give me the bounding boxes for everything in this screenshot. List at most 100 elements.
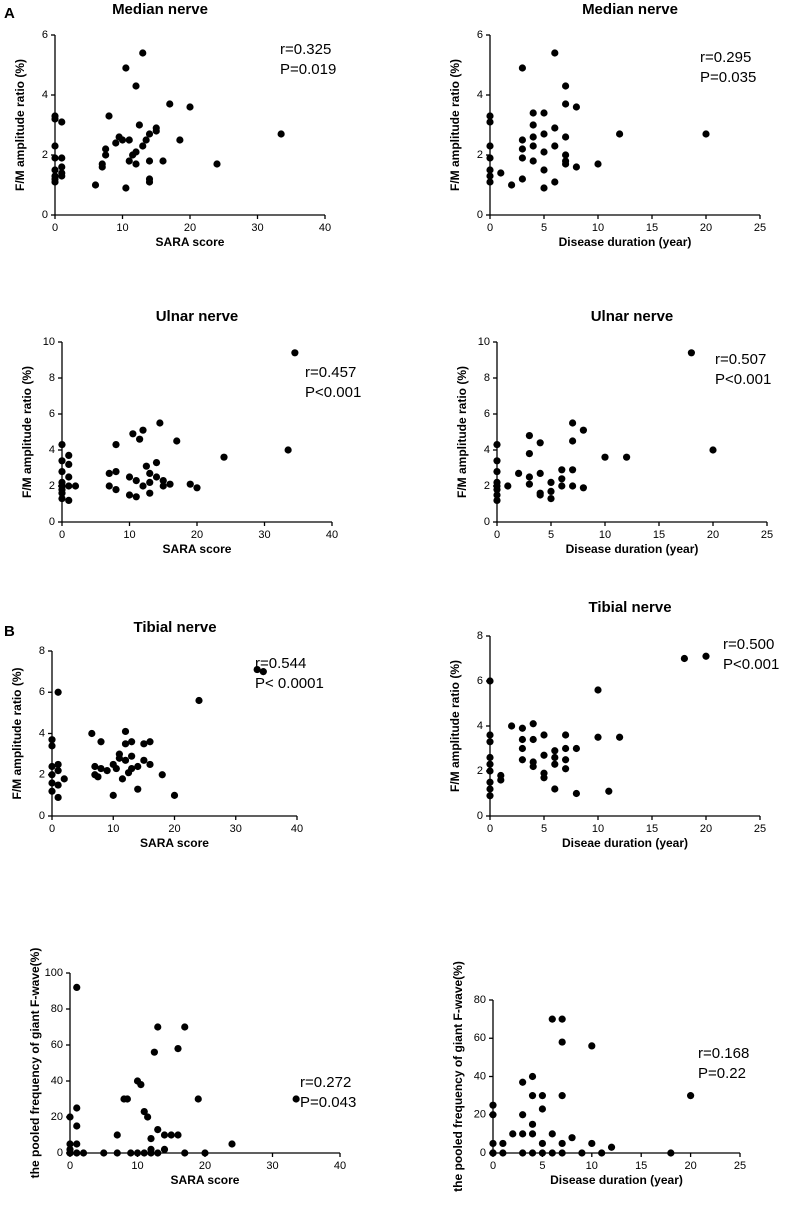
x-tick-label: 10 <box>586 1160 598 1172</box>
point <box>558 1092 566 1100</box>
point <box>181 1149 189 1157</box>
point <box>133 1149 142 1157</box>
point <box>572 163 581 171</box>
point <box>125 491 134 499</box>
point <box>568 1134 576 1142</box>
point <box>51 115 59 123</box>
point <box>167 1131 175 1139</box>
point <box>128 764 136 773</box>
point <box>65 460 73 468</box>
point <box>540 148 548 156</box>
point <box>58 172 66 180</box>
y-tick-label: 80 <box>51 1003 63 1015</box>
x-tick-label: 10 <box>131 1160 143 1172</box>
y-axis-label: the pooled frequency of giant F-wave(%) <box>28 948 42 1179</box>
y-tick-label: 20 <box>51 1111 63 1123</box>
point <box>176 136 184 144</box>
point <box>170 791 179 799</box>
x-tick-label: 10 <box>592 222 604 234</box>
point <box>569 419 577 427</box>
point <box>145 130 154 138</box>
point <box>73 1104 81 1112</box>
point <box>536 469 544 477</box>
point <box>529 109 537 117</box>
point <box>529 762 537 771</box>
point <box>497 776 505 784</box>
point <box>97 764 105 773</box>
point <box>486 112 494 120</box>
x-axis-label: SARA score <box>171 1173 240 1187</box>
point <box>486 118 494 126</box>
x-tick-label: 20 <box>199 1160 211 1172</box>
x-tick-label: 10 <box>592 823 604 835</box>
point <box>562 756 570 764</box>
point <box>51 166 59 174</box>
y-axis-label: F/M amplitude ratio (%) <box>448 660 462 792</box>
x-tick-label: 25 <box>754 823 766 835</box>
point <box>112 139 120 147</box>
y-tick-label: 0 <box>484 516 490 528</box>
point <box>540 166 548 174</box>
point <box>73 983 81 992</box>
point <box>291 349 299 357</box>
point <box>508 181 516 189</box>
point <box>518 154 527 162</box>
point <box>515 469 523 477</box>
point <box>486 166 494 174</box>
point <box>66 1140 74 1148</box>
y-tick-label: 80 <box>474 994 486 1006</box>
x-tick-label: 10 <box>116 222 128 234</box>
point <box>509 1130 517 1138</box>
point <box>54 688 62 696</box>
point <box>536 439 544 447</box>
point <box>140 740 148 748</box>
point <box>51 154 59 162</box>
point <box>486 785 494 793</box>
point <box>194 1095 202 1103</box>
point <box>154 1149 162 1157</box>
annotation: P=0.22 <box>698 1065 746 1082</box>
y-tick-label: 0 <box>57 1147 63 1159</box>
point <box>60 775 68 783</box>
point <box>529 121 537 129</box>
point <box>489 1111 497 1119</box>
y-tick-label: 100 <box>45 967 63 979</box>
point <box>538 1105 547 1113</box>
point <box>547 478 555 486</box>
y-tick-label: 6 <box>477 675 483 687</box>
annotation: P=0.035 <box>700 69 756 86</box>
point <box>519 1078 527 1086</box>
point <box>702 652 710 660</box>
point <box>48 779 56 787</box>
point <box>58 441 66 449</box>
point <box>499 1149 507 1157</box>
y-tick-label: 20 <box>474 1109 486 1121</box>
y-tick-label: 4 <box>477 720 483 732</box>
y-axis-label: F/M amplitude ratio (%) <box>455 366 469 498</box>
point <box>519 1111 527 1119</box>
point <box>558 466 566 474</box>
point <box>54 781 62 789</box>
x-tick-label: 5 <box>541 222 547 234</box>
point <box>159 482 167 490</box>
point <box>551 760 559 768</box>
point <box>687 349 696 357</box>
annotation: r=0.544 <box>255 655 306 672</box>
point <box>51 178 59 186</box>
point <box>547 495 555 503</box>
point <box>253 665 261 674</box>
x-tick-label: 40 <box>319 222 331 234</box>
point <box>667 1149 675 1157</box>
x-tick-label: 10 <box>107 823 119 835</box>
point <box>186 103 194 111</box>
annotation: r=0.168 <box>698 1045 749 1062</box>
point <box>551 785 559 793</box>
point <box>702 130 710 138</box>
annotation: P<0.001 <box>715 371 771 388</box>
y-tick-label: 4 <box>477 89 483 101</box>
point <box>144 1113 152 1121</box>
point <box>551 142 559 150</box>
point <box>518 64 527 72</box>
x-tick-label: 15 <box>646 823 658 835</box>
